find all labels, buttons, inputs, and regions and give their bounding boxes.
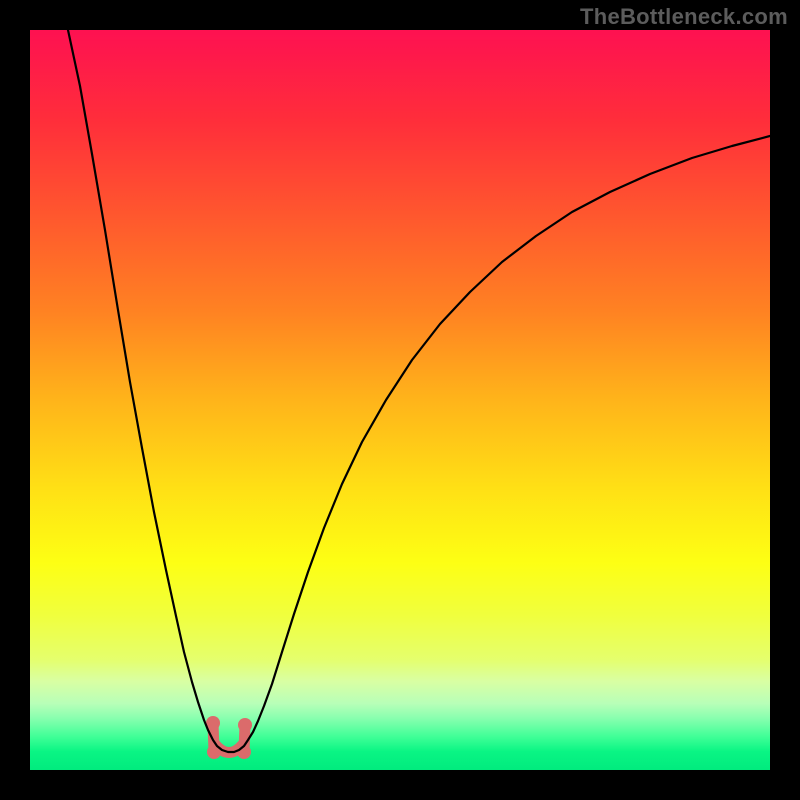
bottleneck-chart	[30, 30, 770, 770]
chart-background	[30, 30, 770, 770]
watermark-text: TheBottleneck.com	[580, 4, 788, 30]
chart-root: TheBottleneck.com	[0, 0, 800, 800]
